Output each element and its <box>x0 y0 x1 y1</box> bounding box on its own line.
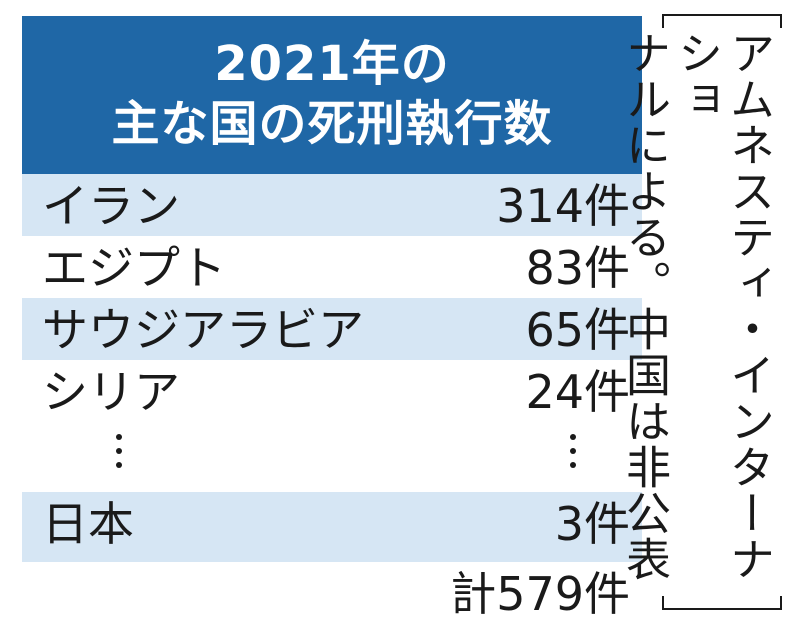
bracket-top <box>662 14 782 28</box>
country-name: 日本 <box>42 497 134 551</box>
country-name: サウジアラビア <box>42 303 364 357</box>
country-name: イラン <box>42 179 180 233</box>
table-row-syria: シリア 24件 <box>22 360 642 422</box>
ellipsis-dots-left <box>114 434 124 476</box>
country-name: シリア <box>42 365 180 419</box>
execution-count: 24件 <box>525 365 630 419</box>
title-line-1: 2021年の <box>214 36 450 92</box>
ellipsis-dots-right <box>568 434 578 476</box>
source-note: アムネスティ・インターナショ ナルによる。中国は非公表 <box>618 14 782 610</box>
execution-count: 314件 <box>496 179 630 233</box>
table-bottom-strip <box>22 554 642 562</box>
source-note-text: アムネスティ・インターナショ ナルによる。中国は非公表 <box>618 30 775 594</box>
total-count: 計579件 <box>450 567 630 621</box>
bracket-bottom <box>662 596 782 610</box>
table-row-iran: イラン 314件 <box>22 174 642 236</box>
country-name: エジプト <box>42 241 226 295</box>
table-header: 2021年の 主な国の死刑執行数 <box>22 16 642 174</box>
table-row-egypt: エジプト 83件 <box>22 236 642 298</box>
table-row-saudi-arabia: サウジアラビア 65件 <box>22 298 642 360</box>
note-line-2: ナルによる。中国は非公表 <box>618 30 671 582</box>
table-row-japan: 日本 3件 <box>22 492 642 554</box>
execution-count: 65件 <box>525 303 630 357</box>
execution-count: 3件 <box>554 497 630 551</box>
title-line-2: 主な国の死刑執行数 <box>111 96 553 152</box>
execution-count: 83件 <box>525 241 630 295</box>
note-line-1: アムネスティ・インターナショ <box>670 30 775 582</box>
